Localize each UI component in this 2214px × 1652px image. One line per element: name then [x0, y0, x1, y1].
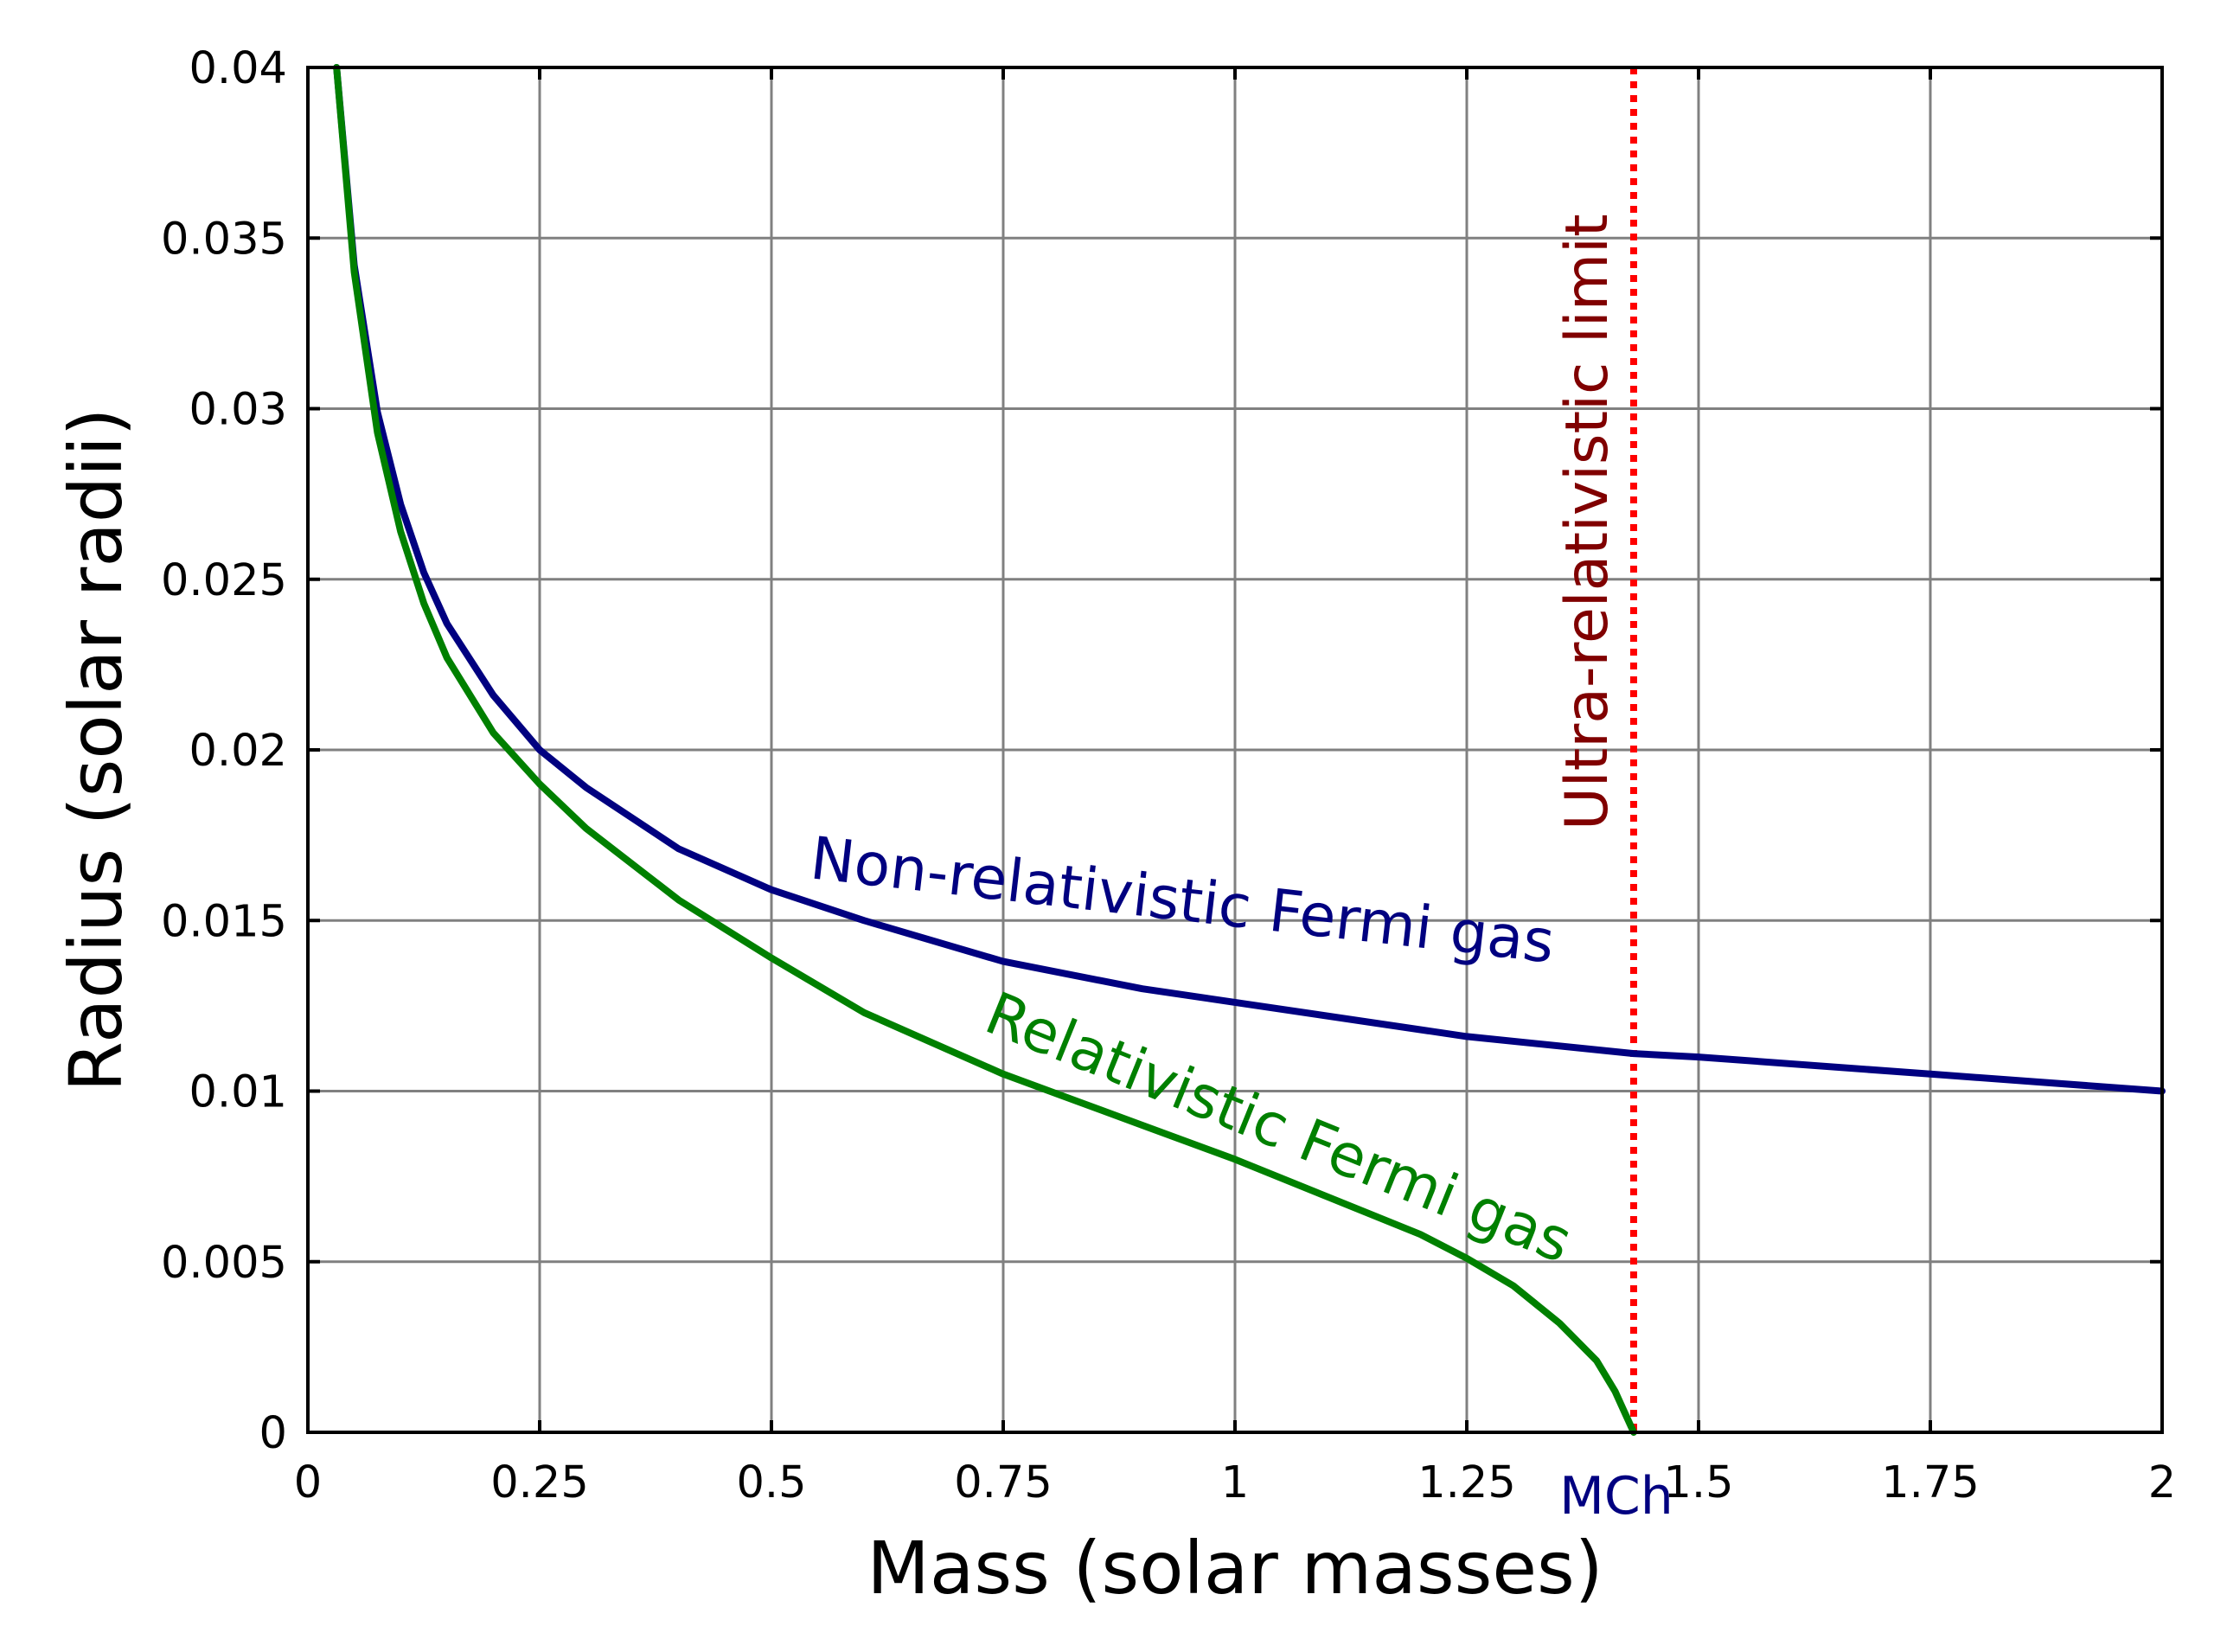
- tick-labels: 0 0.25 0.5 0.75 1 1.25 1.5 1.75 2 0 0.005 0.01 0.015…: [161, 43, 2176, 1508]
- plot-frame: [306, 66, 2164, 1434]
- x-tick-label: 0.5: [736, 1457, 806, 1508]
- x-tick-label: 2: [2148, 1457, 2176, 1508]
- x-tick-label: 1.5: [1663, 1457, 1733, 1508]
- annotation-mch: MCh: [1559, 1466, 1673, 1527]
- y-tick-label: 0.035: [161, 214, 287, 265]
- y-tick-label: 0.01: [189, 1067, 287, 1118]
- x-axis-label: Mass (solar masses): [867, 1526, 1603, 1610]
- x-tick-label: 1.75: [1881, 1457, 1980, 1508]
- x-tick-label: 1.25: [1417, 1457, 1516, 1508]
- y-tick-label: 0.03: [189, 385, 287, 436]
- y-tick-label: 0.02: [189, 726, 287, 777]
- annotation-non-relativistic: Non-relativistic Fermi gas: [807, 824, 1558, 976]
- x-tick-label: 0: [294, 1457, 322, 1508]
- x-tick-label: 1: [1221, 1457, 1249, 1508]
- annotation-relativistic: Relativistic Fermi gas: [976, 980, 1581, 1277]
- grid: [308, 67, 2162, 1432]
- relativistic-curve: [333, 64, 1637, 1436]
- non-relativistic-curve: [333, 64, 2166, 1095]
- annotation-ultra-relativistic-limit: Ultra-relativistic limit: [1553, 214, 1622, 830]
- y-tick-label: 0.04: [189, 43, 287, 94]
- y-axis-label: Radius (solar radii): [54, 407, 138, 1092]
- x-tick-label: 0.75: [954, 1457, 1053, 1508]
- y-tick-label: 0.025: [161, 555, 287, 606]
- y-tick-label: 0.005: [161, 1238, 287, 1289]
- y-tick-label: 0: [259, 1408, 287, 1459]
- x-tick-label: 0.25: [490, 1457, 589, 1508]
- y-tick-label: 0.015: [161, 896, 287, 947]
- series-layer: [333, 64, 2166, 1436]
